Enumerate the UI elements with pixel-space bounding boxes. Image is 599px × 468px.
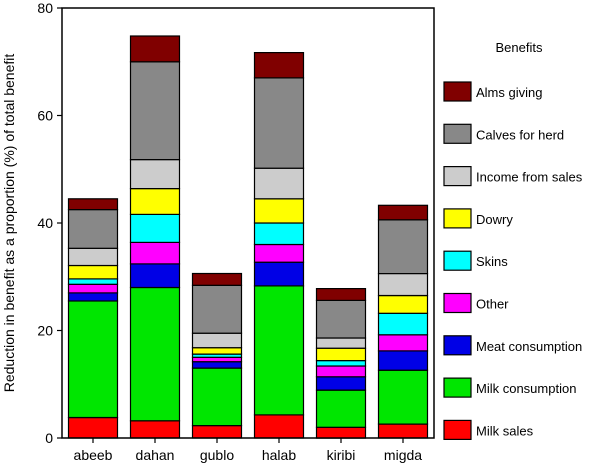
legend-label: Milk sales [476,423,534,438]
bar-segment-migda-skins [377,312,429,336]
bar-segment-gublo-milk-sales [191,425,243,439]
bar-segment-dahan-skins [129,213,181,243]
bar-segment-kiribi-alms-giving [315,288,367,302]
legend-label: Skins [476,254,508,269]
legend-swatch [443,123,472,144]
bar-segment-dahan-alms-giving [129,35,181,63]
x-tick-label: migda [384,447,422,463]
y-axis-title: Reduction in benefit as a proportion (%)… [1,54,17,393]
bar-segment-gublo-meat-consumption [191,361,243,369]
legend: Benefits Alms giving Calves for herd Incom… [443,40,583,440]
x-tick-label: halab [262,447,296,463]
legend-swatch [443,292,472,314]
x-tick-label: kiribi [327,447,356,463]
legend-swatch [443,81,472,102]
y-tick-label: 40 [37,215,53,231]
bar-segment-gublo-milk-consumption [191,367,243,427]
y-tick-label: 20 [37,323,53,339]
bar-segment-halab-dowry [253,198,305,224]
legend-swatch [443,250,472,271]
bar-segment-dahan-calves-for-herd [129,61,181,161]
bar-segment-halab-milk-sales [253,414,305,439]
bar-segment-migda-other [377,334,429,352]
legend-label: Income from sales [476,170,583,185]
bars-layer [67,35,429,439]
legend-label: Alms giving [476,85,542,100]
bar-segment-abeeb-meat-consumption [67,292,119,302]
bar-segment-dahan-milk-sales [129,420,181,439]
bar-segment-kiribi-calves-for-herd [315,299,367,339]
bar-segment-kiribi-milk-sales [315,426,367,439]
bar-segment-migda-milk-sales [377,423,429,439]
bar-segment-migda-income-from-sales [377,272,429,297]
bar-segment-dahan-other [129,241,181,265]
y-tick-label: 80 [37,0,53,16]
bar-segment-halab-income-from-sales [253,167,305,200]
bar-segment-migda-calves-for-herd [377,219,429,275]
bar-segment-gublo-income-from-sales [191,332,243,349]
bar-segment-gublo-alms-giving [191,272,243,286]
legend-label: Meat consumption [476,339,582,354]
bar-segment-abeeb-skins [67,278,119,285]
bar-segment-abeeb-calves-for-herd [67,209,119,249]
bar-segment-migda-meat-consumption [377,350,429,371]
bar-segment-gublo-other [191,356,243,363]
x-tick-label: gublo [200,447,234,463]
y-axis: 0 20 40 60 80 [37,0,62,446]
bar-segment-halab-other [253,243,305,263]
bar-segment-dahan-meat-consumption [129,263,181,289]
x-axis: abeeb dahan gublo halab kiribi migda [74,438,422,463]
bar-segment-abeeb-alms-giving [67,198,119,211]
bar-segment-kiribi-milk-consumption [315,389,367,428]
legend-swatch [443,166,472,187]
bar-segment-dahan-milk-consumption [129,286,181,422]
bar-segment-migda-alms-giving [377,204,429,221]
legend-swatch [443,335,472,356]
legend-label: Milk consumption [476,381,576,396]
bar-segment-migda-dowry [377,295,429,314]
bar-segment-gublo-dowry [191,347,243,355]
y-tick-label: 60 [37,108,53,124]
bar-segment-migda-milk-consumption [377,369,429,425]
legend-swatch [443,377,472,398]
bar-segment-gublo-calves-for-herd [191,284,243,334]
legend-label: Other [476,297,509,312]
bar-segment-kiribi-income-from-sales [315,337,367,349]
bar-segment-abeeb-milk-sales [67,417,119,439]
bar-segment-halab-meat-consumption [253,261,305,287]
bar-segment-abeeb-milk-consumption [67,300,119,419]
bar-segment-abeeb-dowry [67,264,119,280]
legend-title: Benefits [496,40,543,55]
bar-segment-halab-calves-for-herd [253,77,305,169]
x-tick-label: dahan [136,447,175,463]
bar-segment-abeeb-other [67,283,119,294]
bar-segment-kiribi-skins [315,360,367,367]
bar-segment-kiribi-other [315,365,367,378]
legend-swatch [443,208,472,229]
bar-segment-halab-milk-consumption [253,285,305,416]
y-tick-label: 0 [45,430,53,446]
legend-swatch [443,419,472,440]
bar-segment-halab-skins [253,222,305,246]
bar-segment-kiribi-meat-consumption [315,376,367,391]
x-tick-label: abeeb [74,447,113,463]
legend-label: Dowry [476,212,513,227]
legend-label: Calves for herd [476,127,564,142]
bar-segment-abeeb-income-from-sales [67,247,119,267]
bar-segment-dahan-income-from-sales [129,159,181,190]
bar-segment-dahan-dowry [129,188,181,216]
bar-segment-kiribi-dowry [315,347,367,362]
bar-segment-halab-alms-giving [253,51,305,79]
